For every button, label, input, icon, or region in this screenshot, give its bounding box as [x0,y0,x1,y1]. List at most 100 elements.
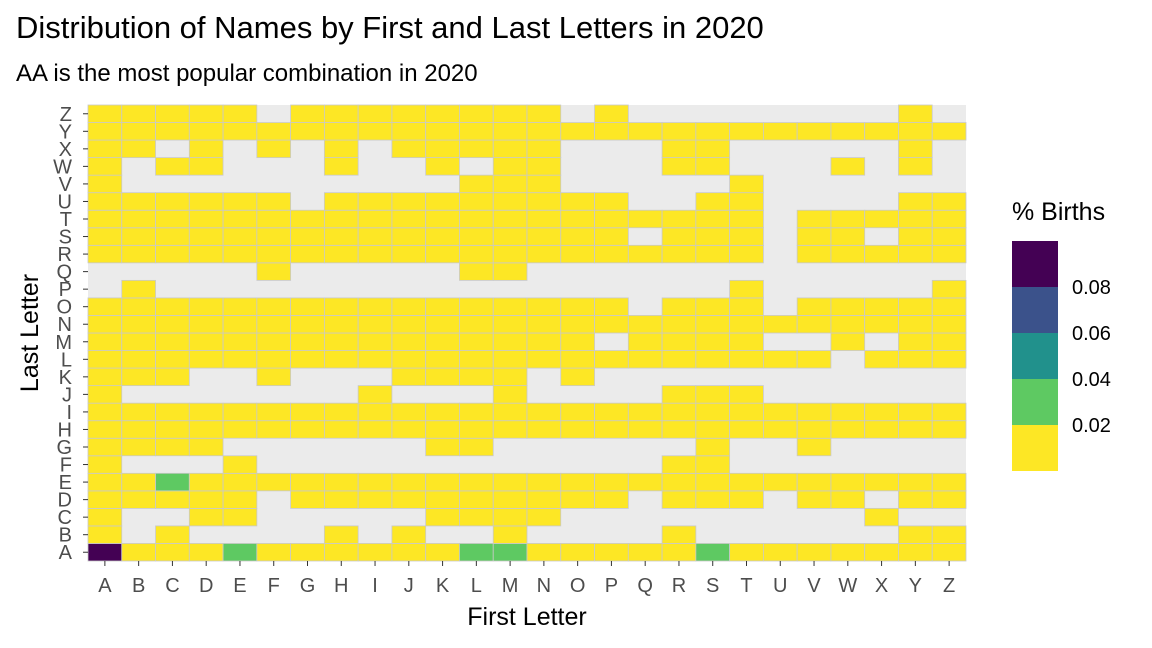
heatmap-cell-DA [188,543,224,562]
heatmap-cell-IA [357,543,393,562]
heatmap-cell-LQ [459,262,494,281]
heatmap-cell-BT [121,209,156,229]
heatmap-cell-MJ [492,385,528,404]
heatmap-cell-EE [222,472,258,492]
heatmap-cell-TJ [729,385,764,404]
heatmap-cell-SN [695,315,731,334]
x-tick-label-O: O [570,575,586,597]
y-tick-label-G: G [56,437,72,459]
heatmap-cell-BO [121,297,156,316]
heatmap-cell-CR [155,244,190,264]
heatmap-cell-EN [222,315,258,334]
y-tick-label-H: H [58,419,72,441]
heatmap-cell-KN [425,315,460,334]
heatmap-cell-AK [87,367,123,387]
heatmap-cell-HL [323,350,359,369]
heatmap-cell-CA [155,543,190,562]
heatmap-cell-HB [323,525,359,544]
heatmap-cell-PE [594,472,629,492]
heatmap-cell-XR [864,244,899,264]
heatmap-cell-LA [459,543,494,562]
heatmap-cell-NO [526,297,562,316]
heatmap-cell-CW [155,157,190,176]
heatmap-cell-ZT [931,209,967,229]
legend-tick-label-2: 0.04 [1072,369,1111,391]
x-tick-label-Z: Z [943,575,955,597]
heatmap-cell-ZB [931,525,967,544]
heatmap-cell-LV [459,174,494,194]
heatmap-cell-QR [627,244,663,264]
heatmap-cell-MC [492,507,528,527]
heatmap-cell-BR [121,244,156,264]
heatmap-cell-BM [121,332,156,351]
heatmap-cell-PT [594,209,629,229]
heatmap-cell-JT [391,209,427,229]
heatmap-cell-DU [188,192,224,211]
heatmap-cell-NY [526,122,562,141]
heatmap-cell-WR [830,244,866,264]
heatmap-cell-HD [323,490,359,509]
heatmap-cell-MU [492,192,528,211]
heatmap-cell-XC [864,507,899,527]
y-tick-label-T: T [60,209,72,231]
heatmap-cell-OS [560,227,595,246]
heatmap-cell-NN [526,315,562,334]
heatmap-cell-QN [627,315,663,334]
heatmap-cell-PU [594,192,629,211]
heatmap-cell-HA [323,543,359,562]
heatmap-cell-VT [796,209,832,229]
heatmap-cell-AE [87,472,123,492]
heatmap-cell-CM [155,332,190,351]
heatmap-cell-ND [526,490,562,509]
heatmap-cell-AO [87,297,123,316]
heatmap-cell-ER [222,244,258,264]
heatmap-cell-SI [695,402,731,422]
chart-subtitle: AA is the most popular combination in 20… [16,60,478,87]
heatmap-cell-MR [492,244,528,264]
heatmap-cell-MQ [492,262,528,281]
heatmap-cell-KD [425,490,460,509]
heatmap-cell-AU [87,192,123,211]
heatmap-cell-JX [391,139,427,159]
heatmap-cell-WI [830,402,866,422]
heatmap-cell-SW [695,157,731,176]
heatmap-cell-FT [256,209,292,229]
heatmap-cell-MY [492,122,528,141]
heatmap-cell-SL [695,350,731,369]
heatmap-cell-KS [425,227,460,246]
x-tick-label-S: S [706,575,719,597]
heatmap-cell-FL [256,350,292,369]
heatmap-cell-ML [492,350,528,369]
heatmap-cell-FI [256,402,292,422]
heatmap-cell-SO [695,297,731,316]
heatmap-cell-IT [357,209,393,229]
x-tick-label-U: U [773,575,787,597]
heatmap-cell-YT [898,209,933,229]
heatmap-cell-ZN [931,315,967,334]
heatmap-cell-XO [864,297,899,316]
heatmap-cell-CY [155,122,190,141]
y-tick-label-U: U [58,191,72,213]
x-tick-label-W: W [838,575,857,597]
heatmap-cell-OE [560,472,595,492]
heatmap-cell-GY [290,122,325,141]
heatmap-cell-DG [188,437,224,457]
heatmap-cell-PR [594,244,629,264]
heatmap-cell-GR [290,244,325,264]
heatmap-cell-RL [661,350,697,369]
heatmap-cell-LD [459,490,494,509]
heatmap-cell-AD [87,490,123,509]
heatmap-cell-NE [526,472,562,492]
heatmap-cell-JL [391,350,427,369]
heatmap-cell-ET [222,209,258,229]
heatmap-cell-BI [121,402,156,422]
heatmap-cell-OD [560,490,595,509]
heatmap-cell-JZ [391,104,427,123]
heatmap-cell-IO [357,297,393,316]
heatmap-cell-OL [560,350,595,369]
heatmap-cell-KR [425,244,460,264]
heatmap-cell-BH [121,420,156,439]
heatmap-cell-NT [526,209,562,229]
heatmap-cell-MM [492,332,528,351]
